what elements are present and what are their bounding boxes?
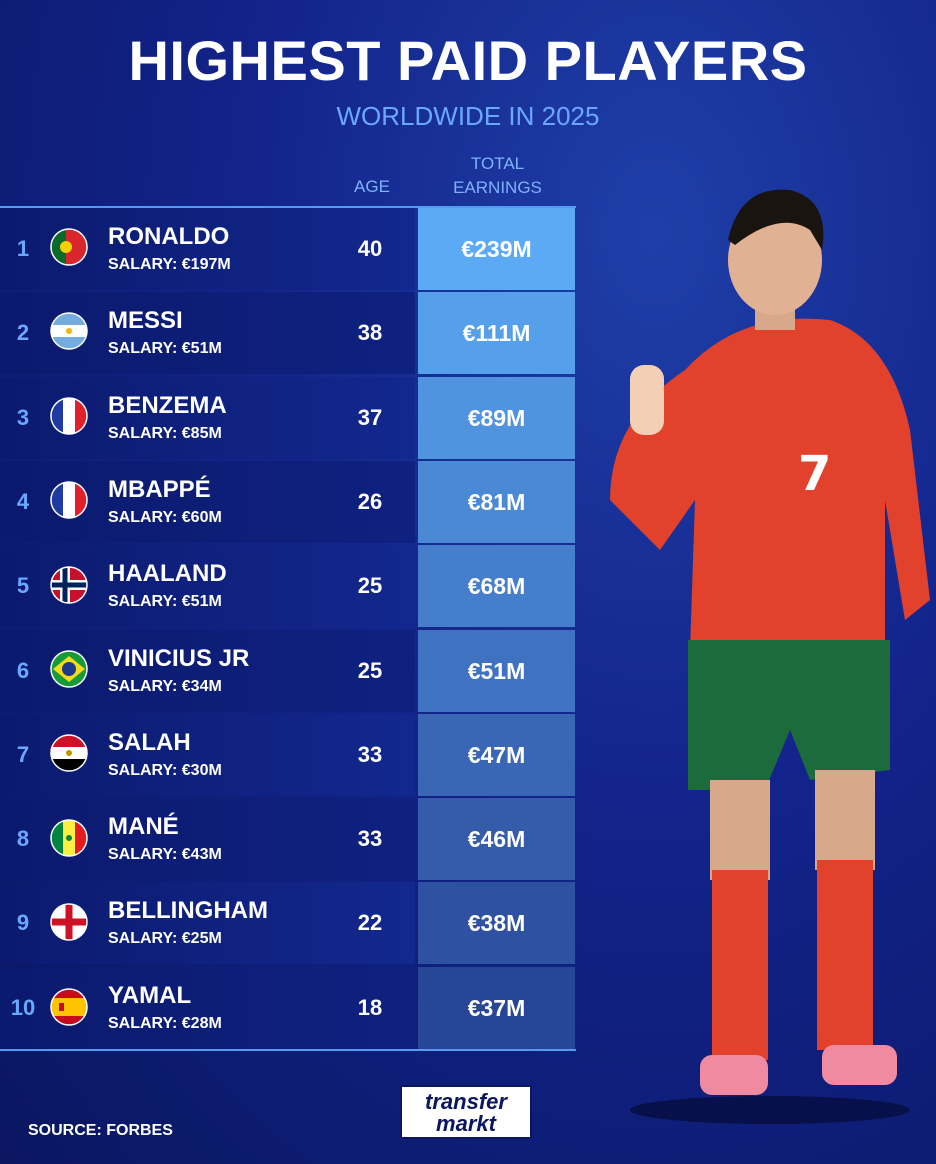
subtitle: WORLDWIDE IN 2025 (336, 101, 600, 131)
rank: 9 (16, 910, 30, 936)
salary: SALARY: €197M (108, 256, 231, 273)
earnings: €37M (418, 966, 575, 1049)
player-name: HAALAND (108, 560, 227, 588)
earnings: €68M (418, 545, 575, 628)
flag (50, 312, 88, 350)
age: 25 (357, 573, 383, 599)
salary: SALARY: €60M (108, 508, 222, 526)
age: 40 (357, 236, 383, 261)
earnings: €38M (418, 882, 575, 965)
player-name: VINICIUS JR (108, 644, 250, 672)
salary: SALARY: €51M (108, 593, 222, 611)
divider (0, 206, 576, 208)
column-header: AGE (354, 177, 390, 196)
rank: 3 (16, 404, 30, 430)
salary: SALARY: €28M (108, 1014, 222, 1032)
age: 18 (357, 994, 383, 1020)
rank: 4 (16, 488, 30, 514)
rank: 6 (16, 657, 30, 683)
logo-text: markt (436, 1111, 496, 1136)
salary: SALARY: €51M (108, 340, 222, 358)
player-name: BELLINGHAM (108, 897, 268, 925)
flag (50, 566, 88, 604)
player-illustration: 7 (610, 189, 930, 1124)
flag (50, 650, 88, 688)
salary: SALARY: €34M (108, 677, 222, 695)
earnings: €46M (418, 798, 575, 881)
age: 33 (357, 741, 383, 767)
age: 33 (357, 826, 383, 852)
column-header: TOTAL EARNINGS (453, 154, 542, 197)
rank: 8 (16, 826, 30, 852)
rank: 1 (16, 236, 30, 261)
player-name: YAMAL (108, 981, 192, 1009)
age: 37 (357, 404, 383, 430)
flag (50, 903, 88, 941)
source: SOURCE: FORBES (28, 1122, 173, 1139)
player-name: SALAH (108, 728, 191, 756)
earnings: €89M (418, 376, 575, 459)
logo-text: transfer (425, 1089, 507, 1114)
rank: 10 (10, 994, 36, 1020)
salary: SALARY: €43M (108, 846, 222, 864)
flag (50, 481, 88, 519)
flag (50, 988, 88, 1026)
player-name: RONALDO (108, 223, 230, 250)
rank: 2 (16, 320, 30, 346)
rank: 5 (16, 573, 30, 599)
player-name: BENZEMA (108, 391, 227, 419)
salary: SALARY: €25M (108, 930, 222, 948)
player-name: MESSI (108, 307, 183, 335)
flag (50, 228, 88, 266)
age: 22 (357, 910, 383, 936)
flag (50, 397, 88, 435)
salary: SALARY: €30M (108, 761, 222, 779)
age: 25 (357, 657, 383, 683)
player-name: MANÉ (108, 813, 179, 841)
title: HIGHEST PAID PLAYERS (128, 29, 808, 92)
age: 38 (357, 320, 383, 346)
salary: SALARY: €85M (108, 424, 222, 442)
logo: transfer markt (400, 1085, 532, 1139)
flag (50, 734, 88, 772)
earnings: €81M (418, 460, 575, 543)
earnings: €239M (418, 208, 575, 290)
player-name: MBAPPÉ (108, 475, 211, 503)
svg-text:7: 7 (798, 446, 831, 502)
divider (0, 1049, 576, 1051)
earnings: €47M (418, 713, 575, 796)
flag (50, 819, 88, 857)
earnings: €111M (418, 292, 575, 375)
earnings: €51M (418, 629, 575, 712)
age: 26 (357, 488, 383, 514)
rank: 7 (16, 741, 30, 767)
